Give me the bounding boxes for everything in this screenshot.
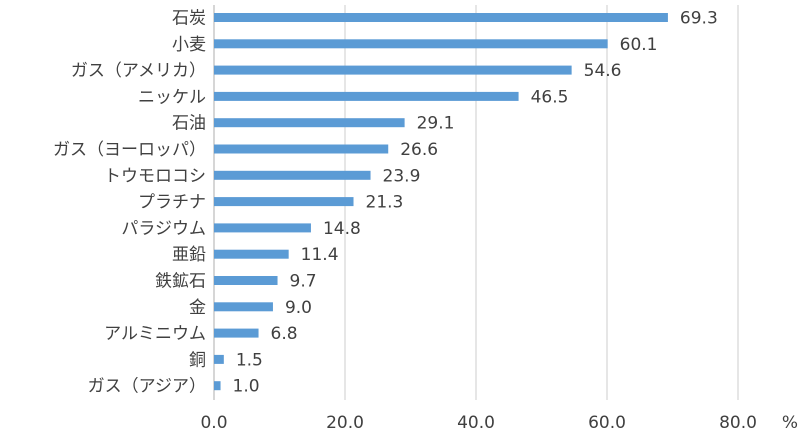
bar xyxy=(214,91,519,101)
bar xyxy=(214,39,608,49)
category-label: ガス（ヨーロッパ） xyxy=(53,140,206,160)
data-label: 29.1 xyxy=(417,114,455,134)
x-tick-label: 40.0 xyxy=(457,413,495,433)
category-label: 鉄鉱石 xyxy=(155,272,206,292)
category-label: 石炭 xyxy=(172,9,206,29)
category-label: ガス（アメリカ） xyxy=(71,61,206,81)
category-label: 小麦 xyxy=(172,35,206,55)
x-tick-label: 0.0 xyxy=(200,413,227,433)
category-label: 亜鉛 xyxy=(172,245,206,265)
data-label: 1.0 xyxy=(233,377,260,397)
category-label: ニッケル xyxy=(138,87,206,107)
data-label: 9.7 xyxy=(290,272,317,292)
bar xyxy=(214,381,221,391)
bar xyxy=(214,118,405,128)
bar xyxy=(214,328,259,338)
category-label: トウモロコシ xyxy=(104,166,206,186)
data-label: 54.6 xyxy=(584,61,622,81)
category-label: 銅 xyxy=(189,350,206,370)
bar xyxy=(214,223,311,233)
bars xyxy=(214,13,668,391)
bar xyxy=(214,170,371,180)
category-label: パラジウム xyxy=(121,219,206,239)
bar xyxy=(214,302,273,312)
x-tick-label: 20.0 xyxy=(326,413,364,433)
bar xyxy=(214,354,224,364)
bar xyxy=(214,249,289,259)
category-label: アルミニウム xyxy=(104,324,206,344)
category-label: 石油 xyxy=(172,114,206,134)
x-tick-label: 60.0 xyxy=(588,413,626,433)
data-label: 9.0 xyxy=(285,298,312,318)
data-label: 14.8 xyxy=(323,219,361,239)
data-label: 46.5 xyxy=(531,87,569,107)
bar xyxy=(214,65,572,75)
x-tick-label: 80.0 xyxy=(719,413,757,433)
data-label: 11.4 xyxy=(301,245,339,265)
data-label: 21.3 xyxy=(366,193,404,213)
x-axis-unit-label: % xyxy=(782,413,798,433)
x-axis-ticks: 0.0 20.0 40.0 60.0 80.0 xyxy=(200,413,756,433)
bar xyxy=(214,144,389,154)
bar xyxy=(214,197,354,207)
data-label: 69.3 xyxy=(680,9,718,29)
bar xyxy=(214,276,278,285)
data-label: 23.9 xyxy=(383,166,421,186)
data-label: 26.6 xyxy=(400,140,438,160)
bar xyxy=(214,13,668,22)
data-label: 1.5 xyxy=(236,350,263,370)
data-label: 6.8 xyxy=(271,324,298,344)
category-label: ガス（アジア） xyxy=(88,377,206,397)
category-label: 金 xyxy=(189,298,206,318)
data-labels: 69.3 60.1 54.6 46.5 29.1 26.6 23.9 21.314.8 11.4… xyxy=(233,9,718,397)
category-label: プラチナ xyxy=(138,193,206,213)
data-label: 60.1 xyxy=(620,35,658,55)
